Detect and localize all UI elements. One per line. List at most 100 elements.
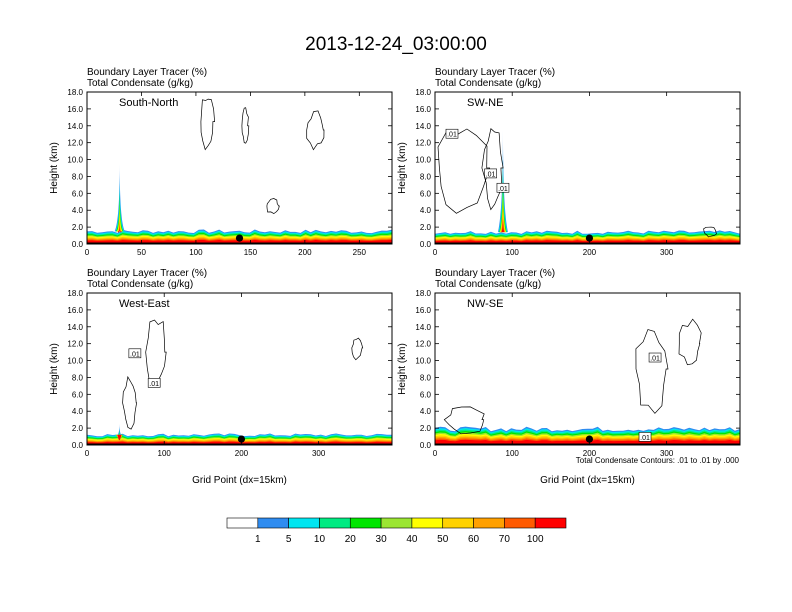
y-tick-label: 6.0 xyxy=(420,189,432,198)
x-tick-label: 200 xyxy=(583,248,597,257)
location-marker xyxy=(585,234,594,242)
y-tick-label: 6.0 xyxy=(72,189,84,198)
colorbar-swatch xyxy=(411,517,444,529)
y-tick-label: 0.0 xyxy=(72,441,84,450)
y-tick-label: 14.0 xyxy=(415,122,431,131)
region-label: West-East xyxy=(119,298,170,310)
condensate-contour-2 xyxy=(351,337,364,361)
colorbar-swatch xyxy=(473,517,505,529)
panel-title-line1: Boundary Layer Tracer (%) xyxy=(87,268,207,279)
contour-label: .01 xyxy=(650,356,660,363)
colorbar-label: 30 xyxy=(376,534,388,545)
colorbar-swatch xyxy=(442,517,474,529)
panel-sw-ne: Boundary Layer Tracer (%)Total Condensat… xyxy=(397,67,741,257)
plot-frame xyxy=(434,91,741,245)
condensate-contour-3 xyxy=(443,406,485,435)
colorbar-swatch xyxy=(257,517,289,529)
panel-title-line2: Total Condensate (g/kg) xyxy=(435,279,541,290)
x-tick-label: 0 xyxy=(85,248,90,257)
x-tick-label: 150 xyxy=(244,248,258,257)
y-tick-label: 10.0 xyxy=(67,156,83,165)
x-axis-label: Grid Point (dx=15km) xyxy=(540,475,635,486)
colorbar-swatch xyxy=(226,517,259,529)
contour-label: .01 xyxy=(486,171,496,178)
colorbar-label: 70 xyxy=(499,534,511,545)
x-tick-label: 200 xyxy=(235,449,249,458)
y-tick-label: 10.0 xyxy=(415,156,431,165)
location-marker xyxy=(237,435,246,443)
y-tick-label: 12.0 xyxy=(67,340,83,349)
colorbar-swatch xyxy=(288,517,320,529)
panel-nw-se: Boundary Layer Tracer (%)Total Condensat… xyxy=(397,268,741,486)
condensate-contour-1 xyxy=(145,319,167,384)
condensate-contour-3 xyxy=(122,375,138,430)
y-tick-label: 6.0 xyxy=(420,390,432,399)
y-tick-label: 8.0 xyxy=(72,172,84,181)
y-axis-label: Height (km) xyxy=(397,142,408,194)
y-tick-label: 16.0 xyxy=(415,105,431,114)
y-tick-label: 0.0 xyxy=(420,441,432,450)
y-tick-label: 6.0 xyxy=(72,390,84,399)
panel-south-north: Boundary Layer Tracer (%)Total Condensat… xyxy=(49,67,393,257)
x-tick-label: 300 xyxy=(660,248,674,257)
plot-frame xyxy=(86,292,393,446)
y-tick-label: 16.0 xyxy=(415,306,431,315)
plot-area xyxy=(87,92,392,244)
colorbar-swatch xyxy=(349,517,382,529)
colorbar-swatch xyxy=(380,517,413,529)
y-tick-label: 4.0 xyxy=(420,206,432,215)
contour-label-box xyxy=(445,128,459,139)
x-tick-label: 100 xyxy=(506,449,520,458)
location-marker xyxy=(585,435,594,443)
y-axis-label: Height (km) xyxy=(49,142,60,194)
condensate-contour-1 xyxy=(437,128,491,214)
condensate-contour-2 xyxy=(241,107,250,144)
y-tick-label: 8.0 xyxy=(420,172,432,181)
panel-west-east: Boundary Layer Tracer (%)Total Condensat… xyxy=(49,268,393,486)
contour-label: .01 xyxy=(130,351,140,358)
plot-frame xyxy=(434,292,741,446)
contour-label-box xyxy=(128,348,142,359)
plot-area xyxy=(435,92,740,244)
y-tick-label: 12.0 xyxy=(67,139,83,148)
contour-label-box xyxy=(638,432,652,442)
colorbar-label: 50 xyxy=(437,534,449,545)
colorbar-label: 1 xyxy=(255,534,261,545)
condensate-contour-3 xyxy=(306,110,325,151)
x-tick-label: 100 xyxy=(506,248,520,257)
panel-title-line1: Boundary Layer Tracer (%) xyxy=(435,67,555,78)
colorbar-label: 60 xyxy=(468,534,480,545)
y-axis-label: Height (km) xyxy=(49,343,60,395)
x-tick-label: 0 xyxy=(85,449,90,458)
y-tick-label: 4.0 xyxy=(420,407,432,416)
y-tick-label: 16.0 xyxy=(67,306,83,315)
contour-label-box xyxy=(147,378,161,388)
figure-title: 2013-12-24_03:00:00 xyxy=(305,34,487,55)
x-tick-label: 300 xyxy=(660,449,674,458)
y-tick-label: 12.0 xyxy=(415,340,431,349)
x-axis-label: Grid Point (dx=15km) xyxy=(192,475,287,486)
panel-title-line2: Total Condensate (g/kg) xyxy=(87,279,193,290)
tracer-plume-6 xyxy=(500,209,505,233)
y-tick-label: 2.0 xyxy=(420,223,432,232)
region-label: SW-NE xyxy=(467,97,503,109)
x-tick-label: 0 xyxy=(433,449,438,458)
y-tick-label: 0.0 xyxy=(72,240,84,249)
x-tick-label: 0 xyxy=(433,248,438,257)
panel-title-line2: Total Condensate (g/kg) xyxy=(87,78,193,89)
y-tick-label: 14.0 xyxy=(415,323,431,332)
tracer-plume-6 xyxy=(117,219,122,233)
panel-title-line2: Total Condensate (g/kg) xyxy=(435,78,541,89)
plot-area xyxy=(87,293,392,445)
y-tick-label: 18.0 xyxy=(415,88,431,97)
region-label: NW-SE xyxy=(467,298,503,310)
y-tick-label: 2.0 xyxy=(72,424,84,433)
location-marker xyxy=(235,234,244,242)
condensate-contour-2 xyxy=(678,318,702,366)
y-tick-label: 4.0 xyxy=(72,206,84,215)
y-tick-label: 4.0 xyxy=(72,407,84,416)
y-tick-label: 14.0 xyxy=(67,122,83,131)
y-tick-label: 18.0 xyxy=(67,88,83,97)
colorbar-label: 5 xyxy=(286,534,292,545)
